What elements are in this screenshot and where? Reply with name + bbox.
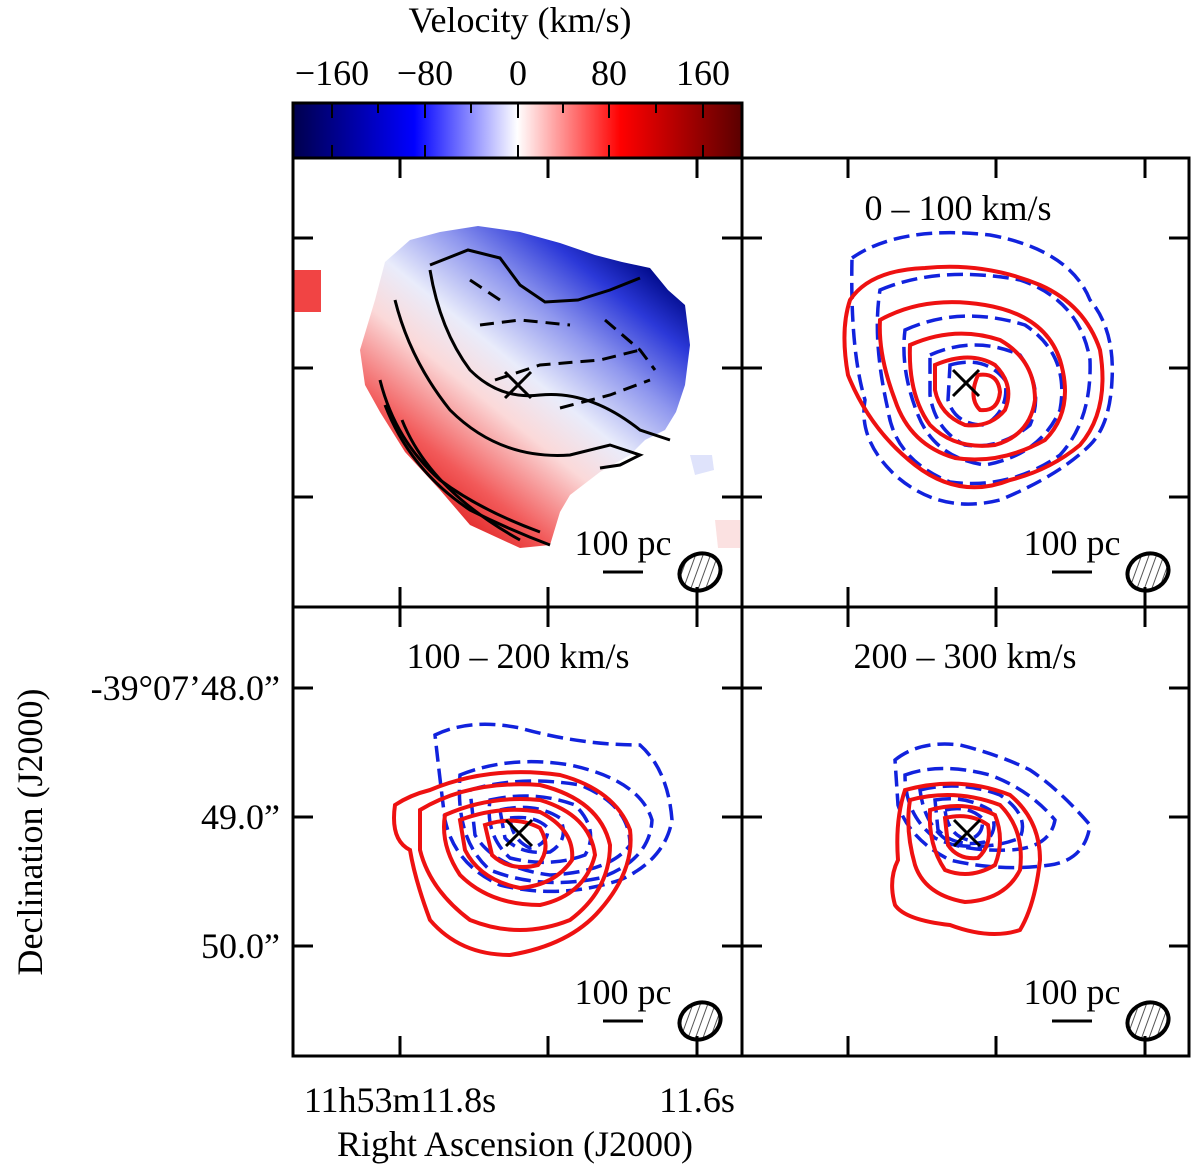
colorbar: Velocity (km/s) −160 −80 0 80 160: [291, 0, 744, 160]
y-tick-label: 50.0”: [201, 926, 280, 966]
x-axis-title: Right Ascension (J2000): [337, 1124, 693, 1164]
axis-ticks: [293, 158, 1189, 1056]
colorbar-ticks: [331, 103, 704, 158]
cross-marker-icon: [503, 370, 533, 400]
y-tick-label: -39°07’48.0”: [91, 668, 280, 708]
velocity-map-patch: [293, 270, 321, 312]
x-tick-label: 11.6s: [659, 1080, 735, 1120]
red-contours: [890, 781, 1043, 936]
panel-title: 200 – 300 km/s: [853, 636, 1076, 676]
beam-ellipse-icon: [677, 551, 723, 593]
panel-channel-100-200: 100 – 200 km/s 100 pc: [291, 605, 744, 1058]
cross-marker-icon: [951, 368, 981, 398]
cross-marker-icon: [952, 818, 982, 848]
y-tick-label: 49.0”: [201, 797, 280, 837]
blue-contours: [433, 722, 674, 894]
x-tick-label: 11h53m11.8s: [304, 1080, 496, 1120]
panel-title: 0 – 100 km/s: [864, 188, 1051, 228]
red-contours: [842, 264, 1105, 490]
scalebar-label: 100 pc: [1024, 523, 1121, 563]
panel-velocity-field: 100 pc: [291, 156, 744, 609]
panel-channel-200-300: 200 – 300 km/s 100 pc: [740, 605, 1191, 1058]
red-contours: [392, 770, 633, 958]
velocity-map-patch: [715, 520, 740, 548]
scalebar-label: 100 pc: [575, 523, 672, 563]
colorbar-tick-label: −80: [397, 53, 453, 93]
blue-contours: [893, 742, 1092, 870]
colorbar-tick-label: −160: [295, 53, 369, 93]
blue-contours: [850, 230, 1115, 506]
colorbar-tick-label: 0: [509, 53, 527, 93]
panel-channel-0-100: 0 – 100 km/s 100 pc: [740, 156, 1191, 609]
colorbar-tick-label: 80: [591, 53, 627, 93]
beam-ellipse-icon: [1125, 1000, 1171, 1042]
beam-ellipse-icon: [677, 1000, 723, 1042]
y-axis-title: Declination (J2000): [10, 689, 50, 976]
velocity-contours: [378, 248, 671, 547]
velocity-map-blob: [360, 226, 690, 548]
scalebar-label: 100 pc: [1024, 972, 1121, 1012]
colorbar-title: Velocity (km/s): [409, 0, 632, 40]
colorbar-tick-label: 160: [676, 53, 730, 93]
beam-ellipse-icon: [1125, 551, 1171, 593]
panel-title: 100 – 200 km/s: [406, 636, 629, 676]
panel-frame: [740, 605, 1191, 1058]
cross-marker-icon: [504, 818, 534, 848]
velocity-map-patch: [690, 455, 714, 475]
scalebar-label: 100 pc: [575, 972, 672, 1012]
